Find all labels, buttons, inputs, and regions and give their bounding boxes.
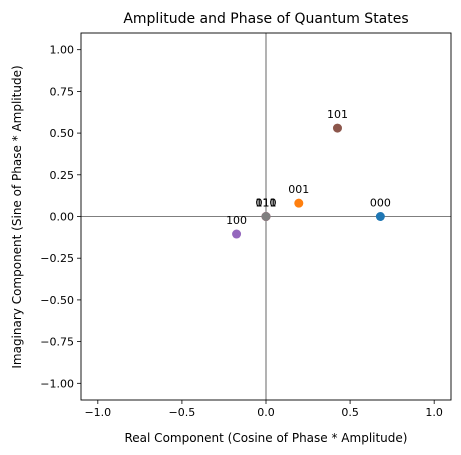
chart-title: Amplitude and Phase of Quantum States: [123, 11, 408, 27]
x-tick-label: 0.5: [341, 406, 359, 419]
data-point-100: [232, 229, 242, 239]
point-label-000: 000: [370, 197, 391, 210]
y-axis: 1.00 0.75 0.50 0.25 0.00 −0.25 −0.50 −0.75 −1.00: [40, 44, 81, 390]
y-tick-label: −0.25: [40, 252, 74, 265]
y-tick-label: 0.00: [50, 211, 75, 224]
data-point-001: [294, 198, 304, 208]
y-tick-label: 1.00: [50, 44, 75, 57]
x-tick-label: −0.5: [169, 406, 196, 419]
point-label-111: 111: [256, 197, 277, 210]
y-tick-label: 0.25: [50, 169, 75, 182]
data-points: [232, 123, 385, 239]
point-label-011: 011: [256, 197, 277, 210]
y-tick-label: 0.50: [50, 127, 75, 140]
x-tick-label: 1.0: [425, 406, 443, 419]
point-label-110: 110: [256, 197, 277, 210]
data-point-101: [332, 123, 342, 133]
x-tick-label: −1.0: [84, 406, 111, 419]
x-axis: −1.0 −0.5 0.0 0.5 1.0: [84, 400, 443, 419]
y-tick-label: −1.00: [40, 377, 74, 390]
data-point-000: [375, 212, 385, 221]
x-axis-label: Real Component (Cosine of Phase * Amplit…: [125, 431, 408, 445]
point-label-101: 101: [327, 108, 348, 121]
y-tick-label: −0.50: [40, 294, 74, 307]
y-tick-label: −0.75: [40, 336, 74, 349]
x-tick-label: 0.0: [257, 406, 275, 419]
point-label-010: 010: [256, 197, 277, 210]
y-axis-label: Imaginary Component (Sine of Phase * Amp…: [10, 65, 24, 368]
point-label-001: 001: [288, 183, 309, 196]
point-label-100: 100: [226, 214, 247, 227]
data-point-111: [261, 212, 271, 221]
y-tick-label: 0.75: [50, 85, 75, 98]
